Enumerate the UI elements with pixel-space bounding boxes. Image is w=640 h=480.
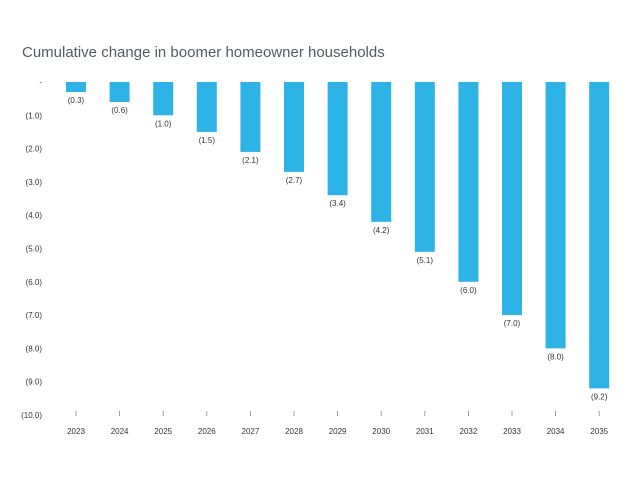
y-tick-label: (4.0) [26, 211, 43, 220]
data-label-2023: (0.3) [68, 96, 85, 105]
bars: (0.3) (0.6) (1.0) (1.5) (2.1) (2.7) (3.4) (4.2)… [66, 82, 610, 401]
data-label-2025: (1.0) [155, 119, 172, 128]
bar-2027 [240, 82, 261, 152]
bar-2026 [196, 82, 217, 132]
bar-2025 [153, 82, 174, 116]
data-label-2029: (3.4) [329, 199, 346, 208]
bar-2024 [109, 82, 130, 102]
y-tick-label: (7.0) [26, 311, 43, 320]
x-tick-label-2030: 2030 [372, 427, 390, 436]
x-tick-label-2031: 2031 [416, 427, 434, 436]
data-label-2034: (8.0) [547, 352, 564, 361]
x-tick-label-2025: 2025 [154, 427, 172, 436]
y-tick-label: (1.0) [26, 111, 43, 120]
y-tick-label: (8.0) [26, 344, 43, 353]
bar-2028 [284, 82, 304, 172]
y-axis: - (1.0) (2.0) (3.0) (4.0) (5.0) (6.0) (7.0) (8.0… [21, 78, 42, 420]
bar-2034 [545, 82, 566, 349]
data-label-2030: (4.2) [373, 226, 390, 235]
x-tick-label-2027: 2027 [242, 427, 260, 436]
y-tick-label: (5.0) [26, 245, 43, 254]
data-label-2027: (2.1) [242, 156, 259, 165]
y-tick-label: (10.0) [21, 411, 42, 420]
x-tick-label-2034: 2034 [547, 427, 565, 436]
data-label-2033: (7.0) [504, 319, 521, 328]
x-axis: 2023 2024 2025 2026 2027 2028 2029 2030 2031 2032… [67, 411, 609, 436]
bar-2023 [66, 82, 86, 92]
x-tick-label-2028: 2028 [285, 427, 303, 436]
x-tick-label-2029: 2029 [329, 427, 347, 436]
chart-title: Cumulative change in boomer homeowner ho… [22, 44, 385, 61]
bar-2033 [502, 82, 522, 316]
y-tick-label: (3.0) [26, 178, 43, 187]
y-tick-label: (6.0) [26, 278, 43, 287]
data-label-2032: (6.0) [460, 286, 477, 295]
bar-2030 [371, 82, 392, 222]
bar-2031 [414, 82, 435, 252]
x-tick-label-2032: 2032 [460, 427, 478, 436]
data-label-2031: (5.1) [417, 256, 434, 265]
y-tick-label: (2.0) [26, 145, 43, 154]
data-label-2028: (2.7) [286, 176, 303, 185]
data-label-2026: (1.5) [199, 136, 216, 145]
y-tick-label: (9.0) [26, 378, 43, 387]
x-tick-label-2024: 2024 [111, 427, 129, 436]
bar-2035 [589, 82, 610, 389]
x-tick-label-2026: 2026 [198, 427, 216, 436]
x-tick-label-2035: 2035 [590, 427, 608, 436]
y-tick-label: - [39, 78, 42, 87]
bar-2032 [458, 82, 479, 282]
x-tick-label-2033: 2033 [503, 427, 521, 436]
data-label-2035: (9.2) [591, 392, 608, 401]
bar-2029 [327, 82, 348, 196]
data-label-2024: (0.6) [111, 106, 128, 115]
x-tick-label-2023: 2023 [67, 427, 85, 436]
